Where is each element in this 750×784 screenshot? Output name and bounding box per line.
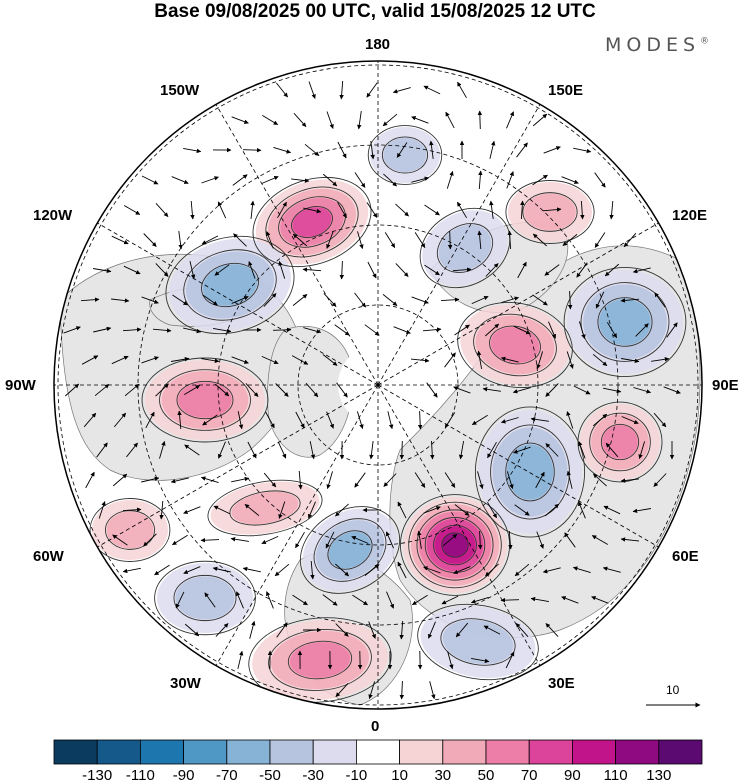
pacific-east-high-level-30 xyxy=(524,194,576,231)
baffin-high-anomaly xyxy=(92,500,168,560)
barents-high-level-50 xyxy=(602,425,638,459)
colorbar-swatch-2 xyxy=(140,740,183,764)
lon-label-150w: 150W xyxy=(160,82,199,100)
reference-vector-label: 10 xyxy=(666,683,679,697)
colorbar-swatch-11 xyxy=(529,740,572,764)
lon-label-90e: 90E xyxy=(712,377,739,395)
colorbar-swatch-7 xyxy=(356,740,399,764)
colorbar-swatch-0 xyxy=(54,740,97,764)
canada-high-anomaly xyxy=(145,360,265,440)
colorbar-tick-label: 110 xyxy=(604,767,628,784)
colorbar-tick-label: -110 xyxy=(126,767,155,784)
colorbar-swatch-6 xyxy=(313,740,356,764)
colorbar-swatch-1 xyxy=(97,740,140,764)
lon-label-60w: 60W xyxy=(33,548,64,566)
colorbar-tick-label: 130 xyxy=(646,767,671,784)
colorbar xyxy=(54,740,702,764)
central-siberia-low-anomaly xyxy=(567,270,683,374)
colorbar-tick-label: 90 xyxy=(564,767,581,784)
lon-label-120e: 120E xyxy=(672,207,707,225)
lon-label-60e: 60E xyxy=(672,548,699,566)
wind-arrow xyxy=(480,111,481,129)
lon-label-0: 0 xyxy=(371,718,379,736)
colorbar-swatch-4 xyxy=(227,740,270,764)
colorbar-tick-label: 30 xyxy=(434,767,451,784)
colorbar-tick-label: -130 xyxy=(82,767,112,784)
colorbar-tick-label: -90 xyxy=(173,767,195,784)
colorbar-tick-label: 70 xyxy=(521,767,538,784)
colorbar-tick-label: -50 xyxy=(259,767,281,784)
atlantic-low-anomaly xyxy=(157,563,253,633)
bering-low-anomaly xyxy=(370,127,440,183)
colorbar-tick-label: 10 xyxy=(391,767,408,784)
wind-arrow xyxy=(243,150,261,151)
colorbar-swatch-10 xyxy=(486,740,529,764)
lon-label-30e: 30E xyxy=(548,675,575,693)
bering-low-level-30 xyxy=(383,138,426,172)
wind-arrow xyxy=(273,330,291,331)
colorbar-tick-label: 50 xyxy=(478,767,495,784)
colorbar-tick-label: -70 xyxy=(216,767,238,784)
colorbar-swatch-12 xyxy=(572,740,615,764)
lon-label-150e: 150E xyxy=(548,82,583,100)
lon-label-30w: 30W xyxy=(170,675,201,693)
colorbar-swatch-13 xyxy=(616,740,659,764)
lon-label-90w: 90W xyxy=(5,377,36,395)
colorbar-swatch-3 xyxy=(184,740,227,764)
colorbar-tick-label: -10 xyxy=(346,767,368,784)
pacific-east-high-anomaly xyxy=(508,182,592,242)
lon-label-120w: 120W xyxy=(33,207,72,225)
wind-arrow xyxy=(501,600,519,601)
atlantic-low-level-30 xyxy=(175,576,234,619)
colorbar-swatch-8 xyxy=(400,740,443,764)
colorbar-swatch-5 xyxy=(270,740,313,764)
lon-label-180: 180 xyxy=(365,36,390,54)
ural-high-level-110 xyxy=(442,533,467,556)
colorbar-swatch-14 xyxy=(659,740,702,764)
colorbar-tick-label: -30 xyxy=(302,767,324,784)
colorbar-swatch-9 xyxy=(443,740,486,764)
barents-high-anomaly xyxy=(580,404,660,480)
central-siberia-low-level-50 xyxy=(599,299,651,345)
ural-high-anomaly xyxy=(403,497,507,593)
wind-arrow xyxy=(450,231,451,249)
wind-arrow xyxy=(402,441,403,459)
canada-high-level-50 xyxy=(178,382,231,418)
